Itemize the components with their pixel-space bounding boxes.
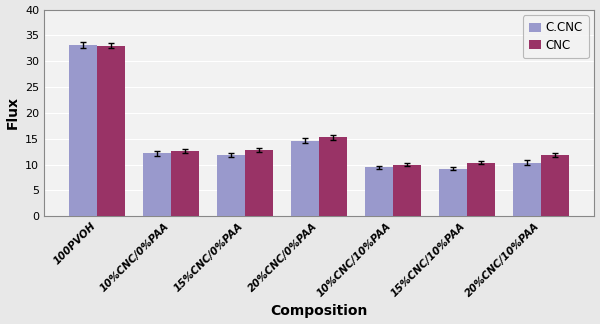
Bar	[439, 169, 467, 216]
Bar	[143, 153, 171, 216]
Bar	[365, 167, 393, 216]
Y-axis label: Flux: Flux	[5, 97, 20, 129]
Bar	[513, 163, 541, 216]
Bar	[97, 46, 125, 216]
X-axis label: Composition: Composition	[271, 305, 368, 318]
Bar	[541, 155, 569, 216]
Bar	[393, 165, 421, 216]
Bar	[217, 155, 245, 216]
Bar	[319, 137, 347, 216]
Bar	[245, 150, 274, 216]
Bar	[171, 151, 199, 216]
Bar	[69, 45, 97, 216]
Legend: C.CNC, CNC: C.CNC, CNC	[523, 16, 589, 58]
Bar	[467, 163, 496, 216]
Bar	[291, 141, 319, 216]
